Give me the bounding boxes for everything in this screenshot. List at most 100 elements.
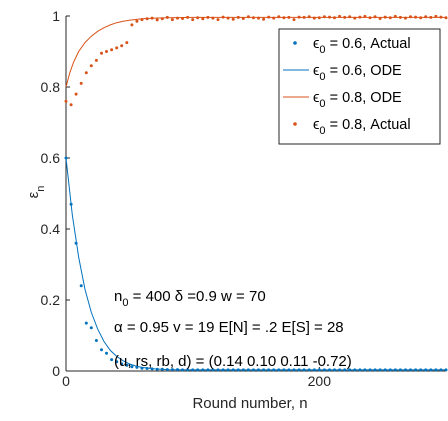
data-point-series-3: [338, 14, 342, 18]
data-point-series-3: [186, 15, 190, 19]
data-point-series-3: [373, 15, 377, 19]
annotation-line-1: n0 = 400 δ =0.9 w = 70: [114, 288, 266, 309]
legend-entry-label: ϵ0 = 0.8, ODE: [313, 90, 402, 110]
y-tick-label: 0.2: [41, 292, 61, 308]
x-tick-label: 0: [62, 373, 70, 389]
annotation-line-2: α = 0.95 v = 19 E[N] = .2 E[S] = 28: [114, 319, 344, 336]
data-point-series-3: [292, 18, 296, 22]
data-point-series-3: [328, 15, 331, 19]
data-point-series-3: [196, 16, 200, 20]
data-point-series-3: [181, 17, 184, 20]
data-point-series-3: [404, 16, 407, 20]
data-point-series-3: [429, 15, 433, 19]
data-point-series-3: [297, 15, 301, 19]
data-point-series-3: [216, 18, 220, 22]
data-point-series-3: [353, 16, 357, 20]
data-point-series-3: [282, 16, 286, 20]
data-point-series-0: [100, 348, 103, 352]
data-point-series-0: [94, 339, 98, 342]
data-point-series-3: [272, 16, 276, 20]
x-axis-label: Round number, n: [192, 395, 307, 412]
data-point-series-3: [333, 16, 336, 20]
data-point-series-3: [125, 41, 129, 45]
data-point-series-3: [115, 46, 119, 50]
plot-series: [64, 14, 448, 372]
data-point-series-3: [176, 16, 179, 20]
data-point-series-3: [383, 15, 387, 19]
data-point-series-3: [211, 16, 215, 20]
data-point-series-3: [160, 17, 164, 21]
data-point-series-0: [105, 351, 108, 355]
data-point-series-3: [74, 92, 78, 96]
data-point-series-3: [191, 18, 195, 22]
data-point-series-3: [84, 71, 88, 75]
data-point-series-3: [322, 15, 326, 19]
data-point-series-3: [100, 51, 103, 55]
data-point-series-3: [302, 15, 306, 19]
data-point-series-3: [287, 15, 291, 19]
data-point-series-0: [130, 365, 134, 369]
y-axis-label: εn: [25, 186, 47, 199]
data-point-series-0: [115, 360, 119, 364]
y-tick-label: 0: [52, 363, 60, 379]
data-point-series-3: [130, 23, 134, 27]
data-point-series-3: [348, 15, 352, 19]
legend: ϵ0 = 0.6, Actual ϵ0 = 0.6, ODE ϵ0 = 0.8, O…: [278, 28, 441, 145]
data-point-series-3: [145, 17, 149, 21]
data-point-series-3: [64, 99, 68, 103]
data-point-series-0: [79, 284, 83, 288]
data-point-series-0: [110, 358, 114, 362]
data-point-series-3: [368, 16, 372, 20]
data-point-series-3: [439, 15, 443, 19]
data-point-series-3: [236, 15, 240, 19]
data-point-series-3: [246, 15, 250, 19]
annotation-line-3: (u, rs, rb, d) = (0.14 0.10 0.11 -0.72): [114, 353, 352, 370]
data-point-series-3: [135, 19, 139, 23]
data-point-series-3: [277, 15, 281, 19]
series-line-1: [65, 157, 446, 371]
data-point-series-3: [79, 81, 83, 85]
data-point-series-3: [419, 16, 423, 20]
y-tick-label: 0.8: [41, 79, 61, 95]
data-point-series-3: [69, 103, 73, 107]
data-point-series-3: [201, 17, 205, 21]
data-point-series-3: [140, 18, 144, 22]
data-point-series-3: [343, 15, 347, 19]
data-point-series-3: [231, 17, 235, 21]
y-tick-label: 0.4: [41, 221, 61, 237]
data-point-series-3: [252, 16, 255, 20]
y-tick-label: 1: [52, 8, 60, 24]
data-point-series-3: [262, 17, 266, 21]
series-line-2: [65, 16, 446, 88]
data-point-series-3: [110, 48, 114, 52]
x-tick-label: 200: [308, 373, 332, 389]
data-point-series-3: [378, 17, 382, 20]
data-point-series-3: [424, 15, 428, 19]
legend-entry-label: ϵ0 = 0.8, Actual: [313, 117, 411, 137]
data-point-series-0: [84, 321, 88, 325]
data-point-series-0: [89, 326, 93, 330]
data-point-series-3: [257, 16, 260, 20]
legend-box: [278, 28, 441, 145]
data-point-series-3: [312, 16, 316, 20]
data-point-series-3: [221, 15, 225, 19]
data-point-series-3: [434, 14, 438, 18]
y-tick-label: 0.6: [41, 150, 61, 166]
data-point-series-3: [206, 15, 210, 19]
data-point-series-3: [165, 15, 169, 19]
data-point-series-3: [388, 16, 392, 20]
legend-point-swatch: [293, 122, 297, 126]
data-point-series-0: [125, 363, 129, 367]
data-point-series-3: [94, 58, 98, 62]
data-point-series-3: [226, 16, 230, 20]
data-point-series-3: [241, 17, 245, 20]
data-point-series-3: [155, 18, 159, 22]
data-point-series-3: [317, 16, 321, 20]
data-point-series-3: [105, 50, 108, 53]
data-point-series-3: [358, 15, 362, 19]
data-point-series-3: [398, 15, 402, 19]
legend-entry-label: ϵ0 = 0.6, ODE: [313, 63, 402, 83]
data-point-series-3: [89, 64, 93, 68]
